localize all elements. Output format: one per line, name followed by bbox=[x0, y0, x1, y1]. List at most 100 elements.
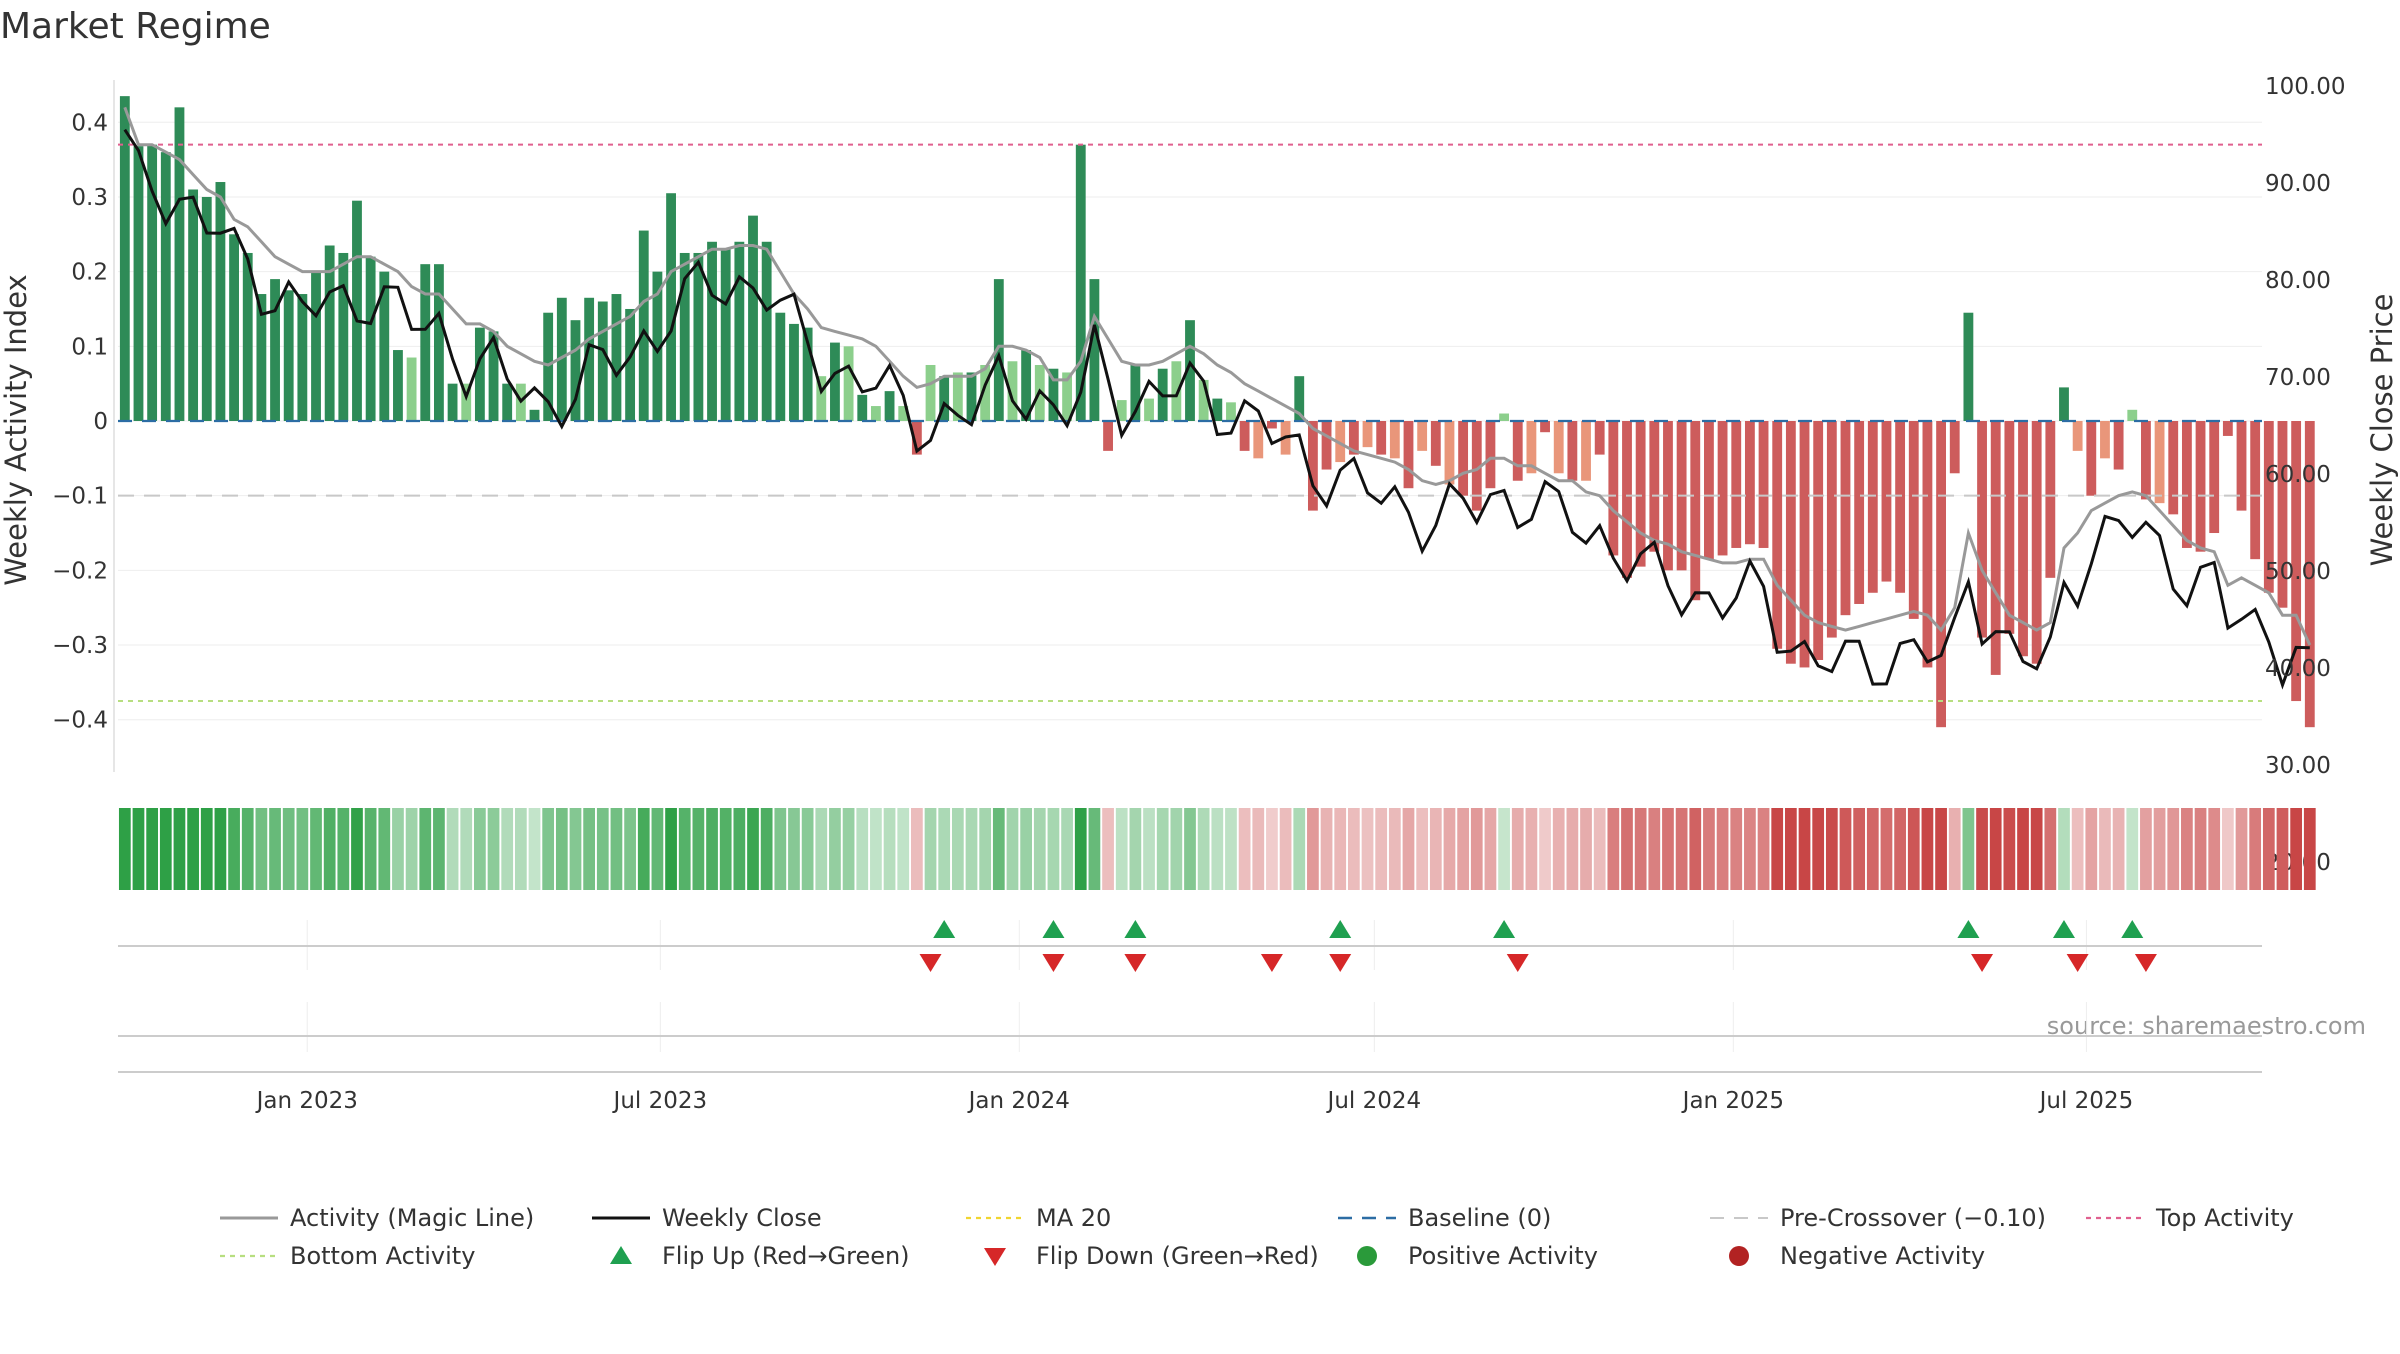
activity-bar bbox=[1499, 413, 1509, 421]
activity-bar bbox=[338, 252, 349, 421]
activity-bar bbox=[1007, 361, 1018, 421]
regime-cell bbox=[1388, 808, 1401, 890]
regime-cell bbox=[2167, 808, 2180, 890]
legend-label: Flip Up (Red→Green) bbox=[662, 1242, 910, 1270]
regime-cell bbox=[842, 808, 855, 890]
activity-bar bbox=[911, 421, 922, 455]
regime-cell bbox=[1102, 808, 1114, 890]
activity-bar bbox=[1089, 279, 1100, 421]
regime-cell bbox=[733, 808, 746, 890]
regime-cell bbox=[1894, 808, 1906, 890]
regime-cell bbox=[815, 808, 828, 890]
reference-lines bbox=[118, 143, 2262, 703]
series-lines bbox=[123, 106, 2312, 690]
regime-cell bbox=[2221, 808, 2234, 890]
activity-bar bbox=[1376, 421, 1387, 455]
regime-cell bbox=[514, 808, 527, 890]
legend-item: Flip Down (Green→Red) bbox=[984, 1242, 1319, 1270]
legend-label: Baseline (0) bbox=[1408, 1204, 1551, 1232]
activity-bar bbox=[1239, 421, 1250, 451]
regime-cell bbox=[1907, 808, 1920, 890]
activity-bar bbox=[2113, 421, 2124, 470]
regime-cell bbox=[760, 808, 773, 890]
x-tick-label: Jan 2025 bbox=[1681, 1088, 1784, 1114]
regime-cell bbox=[719, 808, 732, 890]
activity-bar bbox=[952, 372, 963, 421]
legend-label: Top Activity bbox=[2155, 1204, 2294, 1232]
y-axis-left-label: Weekly Activity Index bbox=[0, 274, 33, 585]
regime-cell bbox=[1825, 808, 1838, 890]
activity-bar bbox=[1417, 421, 1428, 451]
activity-bar bbox=[2168, 421, 2179, 515]
regime-cell bbox=[1839, 808, 1852, 890]
regime-cell bbox=[951, 808, 964, 890]
regime-cell bbox=[1552, 808, 1565, 890]
regime-cell bbox=[474, 808, 486, 890]
activity-bar bbox=[1185, 320, 1195, 421]
regime-cell bbox=[651, 808, 664, 890]
activity-bar bbox=[570, 320, 581, 421]
activity-bar bbox=[2100, 421, 2110, 459]
regime-cell bbox=[801, 808, 814, 890]
regime-cell bbox=[692, 808, 705, 890]
regime-cell bbox=[1402, 808, 1415, 890]
regime-cell bbox=[1607, 808, 1620, 890]
regime-cell bbox=[883, 808, 896, 890]
legend-item: Positive Activity bbox=[1357, 1242, 1598, 1270]
regime-cell bbox=[596, 808, 609, 890]
activity-bar bbox=[816, 376, 827, 421]
regime-cell bbox=[2181, 808, 2193, 890]
activity-bar bbox=[2004, 421, 2015, 634]
regime-cell bbox=[405, 808, 418, 890]
activity-bar bbox=[1212, 398, 1223, 421]
right-tick-label: 30.00 bbox=[2265, 753, 2331, 779]
activity-bar bbox=[748, 215, 758, 421]
legend-item: Pre-Crossover (−0.10) bbox=[1710, 1204, 2046, 1232]
activity-bar bbox=[1744, 421, 1755, 545]
x-tick-label: Jan 2024 bbox=[967, 1088, 1070, 1114]
regime-cell bbox=[542, 808, 555, 890]
regime-cell bbox=[2085, 808, 2098, 890]
regime-cell bbox=[228, 808, 240, 890]
regime-cell bbox=[2140, 808, 2152, 890]
regime-cell bbox=[1074, 808, 1087, 890]
activity-bar bbox=[324, 245, 335, 421]
activity-bar bbox=[434, 264, 444, 421]
regime-cell bbox=[1443, 808, 1456, 890]
activity-bar bbox=[1881, 421, 1892, 582]
regime-cell bbox=[1334, 808, 1347, 890]
flip-up-marker bbox=[1493, 920, 1516, 938]
activity-bar bbox=[993, 279, 1004, 421]
regime-cell bbox=[1225, 808, 1237, 890]
activity-bar bbox=[2222, 421, 2233, 436]
left-tick-label: −0.3 bbox=[52, 633, 108, 659]
flip-down-marker bbox=[1506, 954, 1529, 972]
legend-swatch bbox=[610, 1246, 632, 1264]
regime-cell bbox=[392, 808, 404, 890]
activity-bar bbox=[1813, 421, 1824, 660]
regime-cell bbox=[1184, 808, 1196, 890]
regime-cell bbox=[1730, 808, 1743, 890]
activity-bar bbox=[775, 312, 786, 421]
regime-cell bbox=[269, 808, 281, 890]
regime-cell bbox=[1921, 808, 1934, 890]
regime-cell bbox=[1812, 808, 1825, 890]
activity-bar bbox=[1949, 421, 1960, 474]
regime-cell bbox=[610, 808, 623, 890]
regime-cell bbox=[1798, 808, 1811, 890]
regime-cell bbox=[2030, 808, 2043, 890]
regime-cell bbox=[1703, 808, 1715, 890]
activity-bar bbox=[1471, 421, 1482, 511]
activity-bar bbox=[625, 308, 636, 421]
legend-item: Baseline (0) bbox=[1338, 1204, 1551, 1232]
regime-cell bbox=[992, 808, 1005, 890]
regime-strip bbox=[118, 808, 2316, 890]
left-tick-label: 0.1 bbox=[71, 334, 108, 360]
activity-bar bbox=[1540, 421, 1550, 433]
legend-item: Weekly Close bbox=[592, 1204, 822, 1232]
left-tick-label: 0.4 bbox=[71, 110, 108, 136]
activity-bar bbox=[201, 196, 212, 421]
regime-cell bbox=[1976, 808, 1988, 890]
activity-bar bbox=[1594, 421, 1605, 455]
regime-cell bbox=[911, 808, 923, 890]
